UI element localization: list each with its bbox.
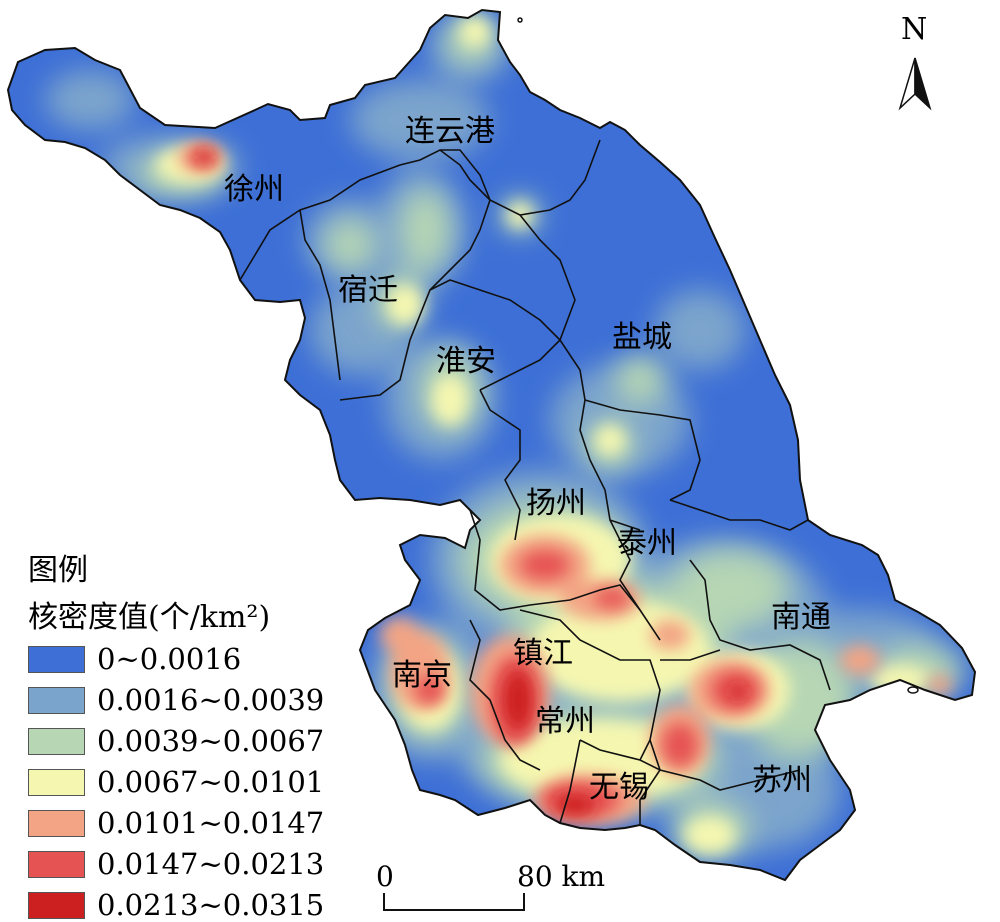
city-label-suzhou: 苏州 [752, 763, 812, 798]
scale-bar-zero-label: 0 [376, 860, 394, 893]
legend-title: 图例 [28, 553, 88, 588]
legend-item: 0.0101~0.0147 [28, 806, 325, 840]
city-label-yangzhou: 扬州 [526, 486, 586, 521]
legend-label: 0~0.0016 [97, 642, 242, 676]
legend-swatch [28, 686, 85, 714]
legend-label: 0.0101~0.0147 [97, 806, 325, 840]
legend-swatch [28, 891, 85, 919]
legend-label: 0.0016~0.0039 [97, 683, 325, 717]
legend-item: 0.0016~0.0039 [28, 683, 325, 717]
city-label-wuxi: 无锡 [589, 770, 649, 805]
city-label-huaian: 淮安 [436, 344, 496, 379]
legend-item: 0.0067~0.0101 [28, 765, 325, 799]
legend-swatch [28, 727, 85, 755]
city-label-lianyungang: 连云港 [405, 114, 495, 149]
province-outline [6, 8, 977, 882]
scale-bar [383, 893, 525, 911]
city-label-yancheng: 盐城 [612, 320, 672, 355]
legend-swatch [28, 850, 85, 878]
legend-swatch [28, 645, 85, 673]
north-label: N [901, 12, 928, 47]
legend-subtitle: 核密度值(个/km²) [28, 600, 271, 635]
city-label-suqian: 宿迁 [338, 273, 398, 308]
north-arrow-icon [898, 57, 932, 111]
legend-item: 0~0.0016 [28, 642, 242, 676]
legend-label: 0.0213~0.0315 [97, 888, 325, 922]
legend-item: 0.0213~0.0315 [28, 888, 325, 922]
city-label-taizhou: 泰州 [617, 526, 677, 561]
scale-bar-distance-label: 80 km [517, 860, 606, 893]
legend-item: 0.0039~0.0067 [28, 724, 325, 758]
legend-item: 0.0147~0.0213 [28, 847, 325, 881]
legend-label: 0.0039~0.0067 [97, 724, 325, 758]
legend-swatch [28, 809, 85, 837]
legend-label: 0.0147~0.0213 [97, 847, 325, 881]
city-boundaries [239, 139, 831, 825]
city-label-changzhou: 常州 [535, 704, 595, 739]
city-label-xuzhou: 徐州 [224, 172, 284, 207]
islands [517, 17, 919, 694]
city-label-zhenjiang: 镇江 [513, 636, 573, 671]
legend-swatch [28, 768, 85, 796]
legend-label: 0.0067~0.0101 [97, 765, 325, 799]
city-label-nanjing: 南京 [392, 658, 452, 693]
city-label-nantong: 南通 [771, 600, 831, 635]
